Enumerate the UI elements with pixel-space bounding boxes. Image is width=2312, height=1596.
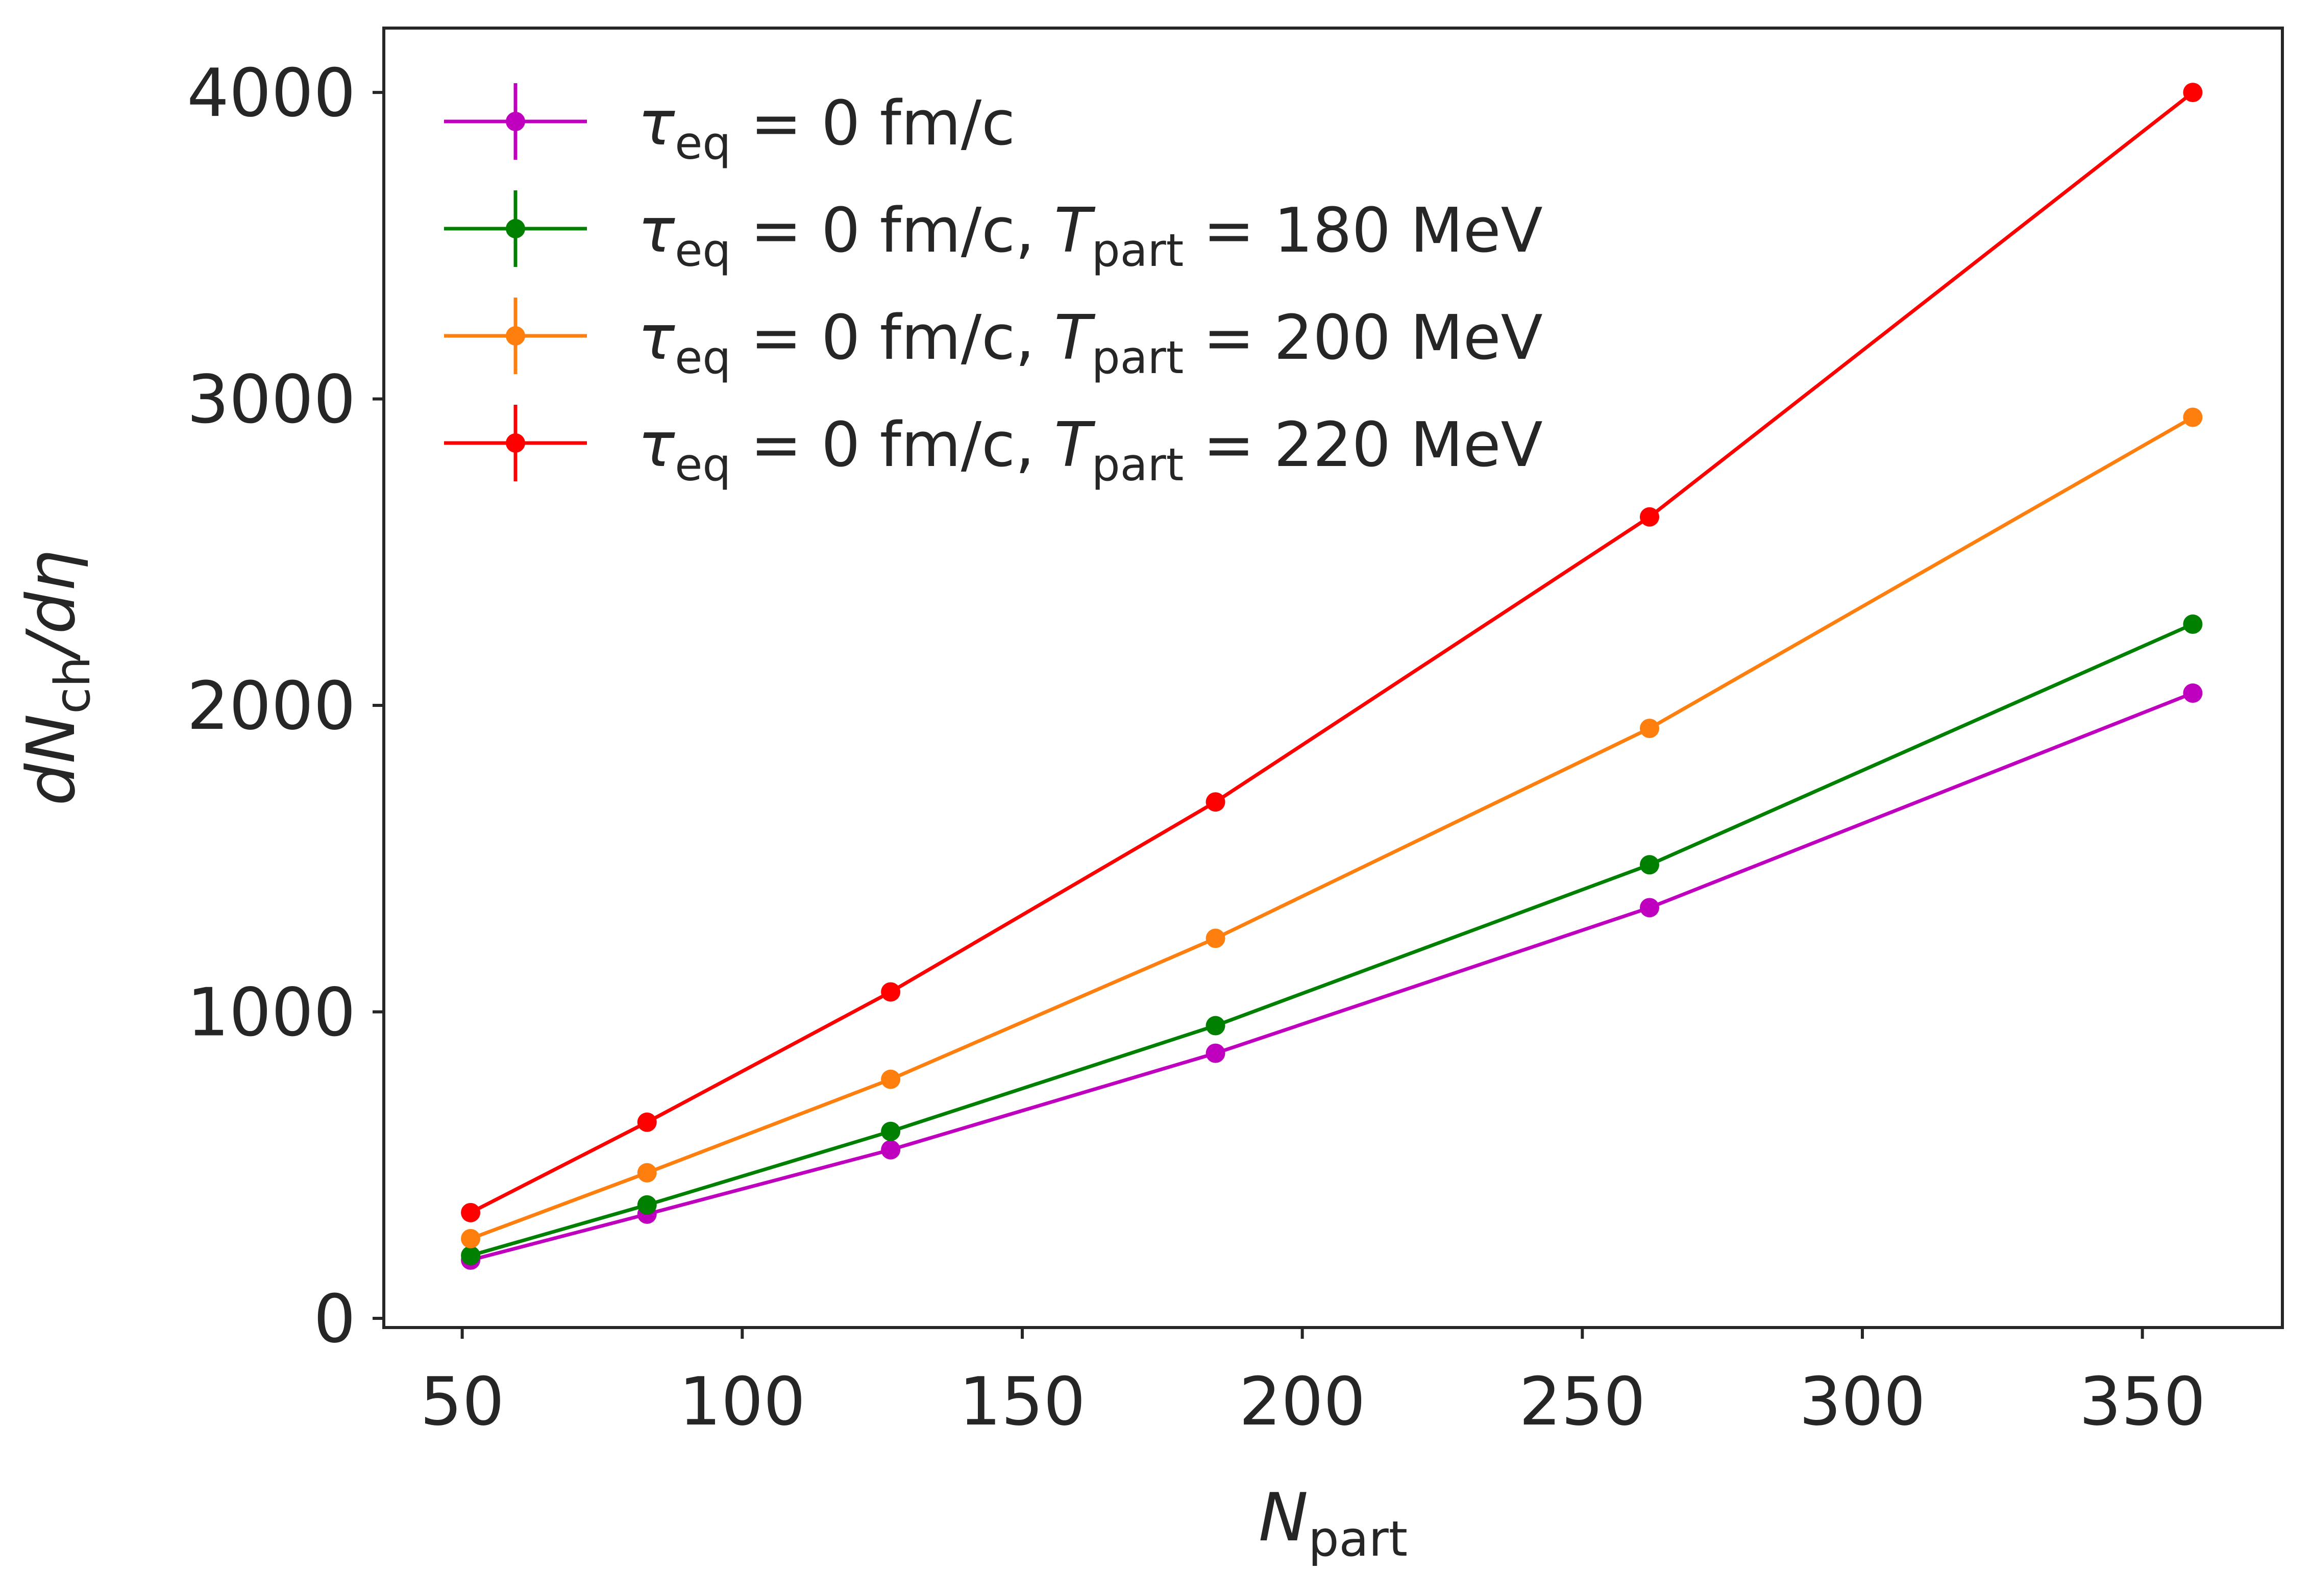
legend-item: τeq = 0 fm/c, Tpart = 220 MeV [444,405,1543,491]
legend-tau: τ [638,410,675,481]
legend-t-text: = 180 MeV [1184,195,1542,266]
data-point [1206,928,1225,948]
legend-t-sub: part [1092,224,1184,277]
data-point [2183,614,2203,634]
legend-marker [506,326,525,346]
x-tick-label: 150 [959,1363,1086,1440]
data-point [881,1069,901,1089]
legend-tau-sub: eq [675,117,731,169]
legend-label: τeq = 0 fm/c, Tpart = 200 MeV [638,303,1543,384]
data-point [2183,83,2203,103]
legend-text: = 0 fm/c, [731,195,1054,266]
legend-marker [506,433,525,453]
legend-text: = 0 fm/c [731,88,1015,159]
x-tick-label: 300 [1799,1363,1926,1440]
x-tick-label: 350 [2079,1363,2206,1440]
x-axis-label-main: N [1259,1479,1308,1556]
data-point [461,1229,481,1248]
data-point [637,1112,657,1132]
data-point [1640,898,1659,918]
data-point [881,1140,901,1160]
y-tick-label: 3000 [187,361,356,438]
legend-item: τeq = 0 fm/c [444,83,1015,169]
x-tick-label: 50 [420,1363,504,1440]
legend-t-text: = 200 MeV [1184,303,1542,374]
x-tick-label: 100 [679,1363,805,1440]
legend-marker [506,219,525,238]
series-line [470,91,2194,1214]
legend-t-text: = 220 MeV [1184,410,1542,481]
legend-tau: τ [638,195,675,266]
plot-area [461,83,2203,1270]
legend-t-sub: part [1092,331,1184,384]
y-tick-label: 2000 [187,667,356,745]
legend-text: = 0 fm/c, [731,303,1054,374]
x-axis-label-sub: part [1308,1511,1408,1567]
legend-item: τeq = 0 fm/c, Tpart = 200 MeV [444,298,1543,384]
data-point [1206,792,1225,812]
series-1 [461,683,2203,1270]
data-point [1640,855,1659,875]
data-point [881,982,901,1002]
series-3 [461,407,2203,1248]
y-tick-label: 1000 [187,974,356,1051]
data-point [2183,683,2203,703]
data-point [1206,1043,1225,1063]
data-point [461,1245,481,1265]
legend-label: τeq = 0 fm/c, Tpart = 220 MeV [638,410,1543,491]
legend-marker [506,112,525,131]
legend-label: τeq = 0 fm/c [638,88,1015,169]
x-axis: 50 100 150 200 250 300 350 [420,1328,2206,1440]
legend-label: τeq = 0 fm/c, Tpart = 180 MeV [638,195,1543,277]
series-line [470,691,2194,1262]
x-tick-label: 250 [1519,1363,1645,1440]
y-axis-label-sub: ch [45,656,101,714]
legend-tau-sub: eq [675,224,731,277]
legend-t: T [1054,195,1096,266]
y-tick-label: 0 [313,1280,356,1358]
x-axis-label: Npart [1259,1479,1408,1567]
series-2 [461,614,2203,1265]
series-4 [461,83,2203,1222]
plot-frame [382,27,2284,1329]
data-point [2183,407,2203,427]
legend-tau-sub: eq [675,331,731,384]
y-axis: 0 1000 2000 3000 4000 [187,54,384,1358]
y-tick-label: 4000 [187,54,356,132]
y-axis-label-post: /dη [12,550,90,662]
data-point [1640,719,1659,739]
legend-item: τeq = 0 fm/c, Tpart = 180 MeV [444,190,1543,277]
x-tick-label: 200 [1239,1363,1366,1440]
data-point [461,1202,481,1222]
data-point [1640,507,1659,527]
y-axis-label-pre: dN [12,714,90,806]
y-axis-label: dNch/dη [12,550,101,806]
series-line [470,415,2194,1241]
data-point [881,1121,901,1141]
legend-text: = 0 fm/c, [731,410,1054,481]
legend-tau-sub: eq [675,438,731,491]
series-line [470,622,2194,1258]
data-point [637,1163,657,1183]
data-point [1206,1016,1225,1036]
legend-tau: τ [638,88,675,159]
legend-tau: τ [638,303,675,374]
legend-t: T [1054,303,1096,374]
legend-t: T [1054,410,1096,481]
data-point [637,1195,657,1215]
legend-t-sub: part [1092,438,1184,491]
